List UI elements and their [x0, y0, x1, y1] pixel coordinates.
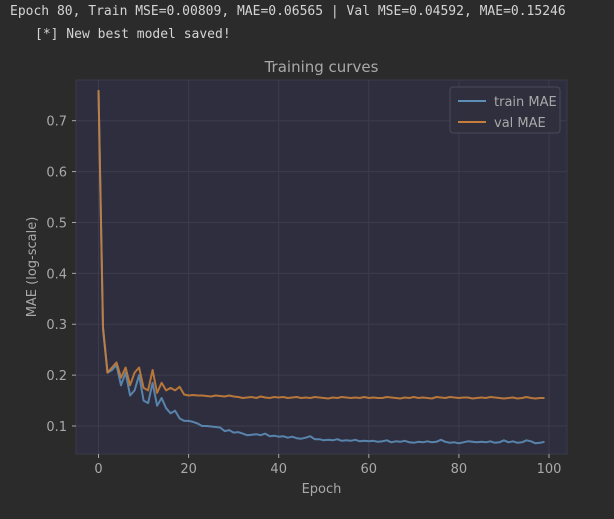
series-lines: [97, 90, 545, 445]
x-tick-label: 0: [94, 462, 102, 477]
x-tick-label: 40: [270, 462, 287, 477]
best-model-log-line: [*] New best model saved!: [35, 27, 231, 42]
legend: train MAE val MAE: [449, 86, 561, 134]
x-tick-label: 80: [451, 462, 468, 477]
x-tick-label: 20: [180, 462, 197, 477]
y-axis-label: MAE (log-scale): [25, 217, 40, 318]
x-tick-label: 60: [361, 462, 378, 477]
x-tick-label: 100: [537, 462, 562, 477]
series-line-val: [97, 90, 545, 400]
legend-label: train MAE: [494, 95, 557, 110]
legend-label: val MAE: [494, 116, 546, 131]
y-tick-label: 0.3: [46, 318, 67, 333]
y-tick-label: 0.4: [46, 267, 67, 282]
plot-frame: [75, 79, 568, 455]
axis-ticks: 0 20 40 60 80 100 0.1 0.2 0.3 0.4 0.5 0.6 0.7: [46, 115, 561, 477]
training-curves-figure: 0 20 40 60 80 100 0.1 0.2 0.3 0.4 0.5 0.6 0.7 Traini…: [0, 52, 614, 514]
y-tick-label: 0.2: [46, 369, 67, 384]
chart-title: Training curves: [264, 58, 379, 76]
x-axis-label: Epoch: [302, 482, 342, 497]
series-line-train: [97, 90, 545, 445]
y-tick-label: 0.7: [46, 115, 67, 130]
epoch-log-line: Epoch 80, Train MSE=0.00809, MAE=0.06565…: [10, 4, 566, 19]
training-curves-chart: 0 20 40 60 80 100 0.1 0.2 0.3 0.4 0.5 0.6 0.7 Traini…: [25, 58, 568, 497]
y-tick-label: 0.5: [46, 216, 67, 231]
y-tick-label: 0.6: [46, 166, 67, 181]
y-tick-label: 0.1: [46, 420, 67, 435]
